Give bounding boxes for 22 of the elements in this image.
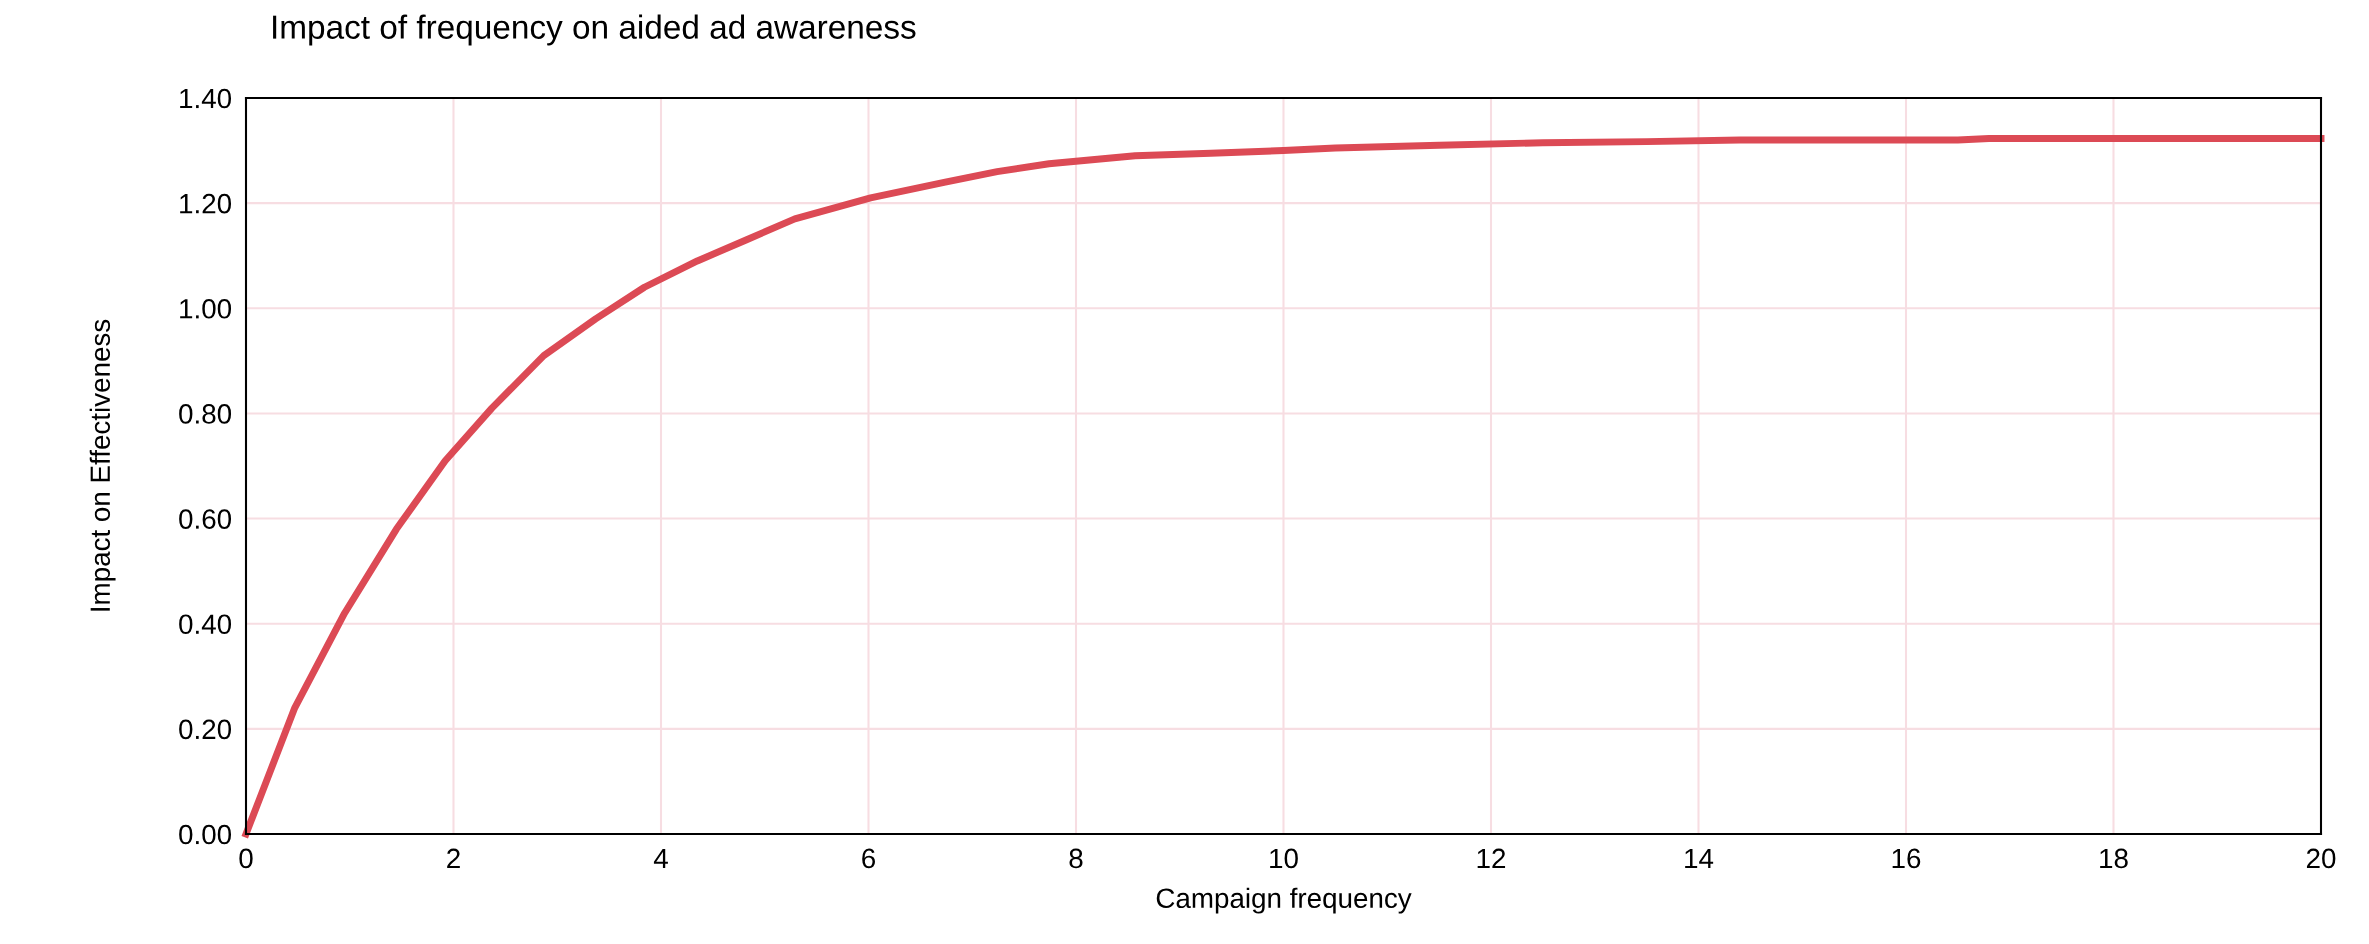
y-tick-label: 1.20 — [180, 193, 232, 214]
y-tick-label: 1.40 — [180, 88, 232, 109]
x-tick-label: 10 — [1270, 848, 1298, 869]
y-tick-label: 0.00 — [179, 824, 232, 845]
x-tick-label: 12 — [1477, 848, 1506, 869]
x-tick-label: 0 — [239, 848, 253, 869]
y-tick-label: 1.00 — [180, 298, 232, 319]
x-tick-label: 4 — [653, 848, 668, 869]
x-tick-label: 20 — [2306, 848, 2336, 869]
y-tick-label: 0.40 — [179, 614, 232, 635]
y-axis-title: Impact on Effectiveness — [89, 319, 116, 611]
y-tick-label: 0.80 — [179, 404, 232, 424]
y-tick-label: 0.20 — [179, 719, 232, 740]
x-axis-title: Campaign frequency — [1156, 887, 1412, 914]
x-tick-label: 18 — [2100, 848, 2128, 869]
x-tick-label: 2 — [447, 848, 460, 869]
x-tick-label: 14 — [1685, 848, 1714, 869]
chart-title: Impact of frequency on aided ad awareness — [273, 14, 916, 46]
x-tick-label: 6 — [862, 848, 875, 869]
x-tick-label: 16 — [1892, 848, 1921, 869]
x-tick-label: 8 — [1069, 848, 1083, 869]
y-tick-label: 0.60 — [179, 509, 232, 529]
